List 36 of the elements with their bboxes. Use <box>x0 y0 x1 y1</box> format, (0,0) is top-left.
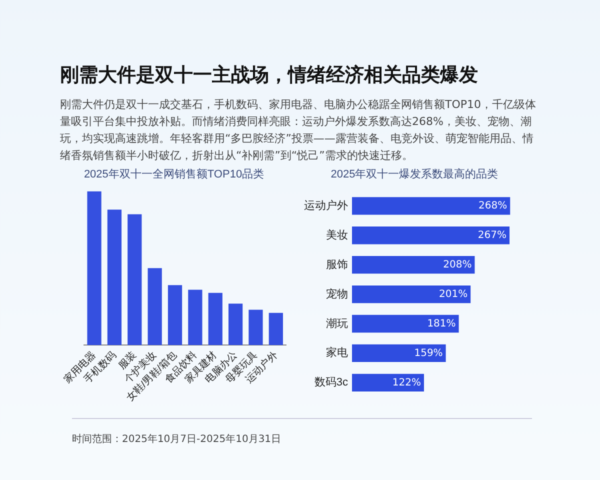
y-tick-label: 潮玩 <box>326 316 348 330</box>
bar <box>87 191 102 346</box>
data-label: 122% <box>392 377 421 388</box>
bar <box>352 374 424 392</box>
bar <box>148 268 162 346</box>
data-label: 268% <box>478 200 508 212</box>
data-label: 201% <box>438 288 468 300</box>
bar <box>352 344 446 362</box>
text: 时间范围：2025年10月7日-2025年10月31日 <box>72 432 282 446</box>
bar <box>352 256 475 274</box>
data-label: 159% <box>414 348 443 359</box>
bar <box>208 292 222 346</box>
y-tick-label: 服饰 <box>326 258 348 271</box>
y-tick-label: 宠物 <box>326 287 348 300</box>
y-tick-label: 家电 <box>326 346 348 360</box>
bar <box>352 197 510 215</box>
bar <box>248 310 263 346</box>
chart-title: 2025年双十一爆发系数最高的品类 <box>330 168 498 181</box>
bar <box>128 214 142 346</box>
chart-title: 2025年双十一全网销售额TOP10品类 <box>84 168 264 181</box>
bar <box>268 312 283 346</box>
bar <box>352 226 510 244</box>
bar <box>228 304 243 346</box>
bar <box>352 314 459 333</box>
text: 刚需大件是双十一主战场，情绪经济相关品类爆发 <box>60 63 479 88</box>
bar <box>107 210 122 346</box>
y-tick-label: 数码3c <box>314 376 348 389</box>
data-label: 208% <box>443 259 472 270</box>
bar <box>168 285 182 346</box>
data-label: 181% <box>427 318 456 330</box>
bar <box>352 285 471 304</box>
y-tick-label: 运动户外 <box>304 198 348 212</box>
y-tick-label: 美妆 <box>326 228 348 242</box>
data-label: 267% <box>478 230 507 241</box>
text: 刚需大件仍是双十一成交基石，手机数码、家用电器、电脑办公稳踞全网销售额TOP10，千亿级体量吸引平台集中投放补贴。而情绪消费同样亮眼：运动户外爆发系数高达268%，美妆、宠物、潮玩，均实现高速跳增。年轻客群用“多巴胺经济”投票——露营装备、电竞外设、萌宠智能用品、情绪香氛销售额半小时破亿，折射出从“补刚需”到“悦己”需求的快速迁移。 <box>60 97 538 164</box>
bar <box>188 290 202 346</box>
